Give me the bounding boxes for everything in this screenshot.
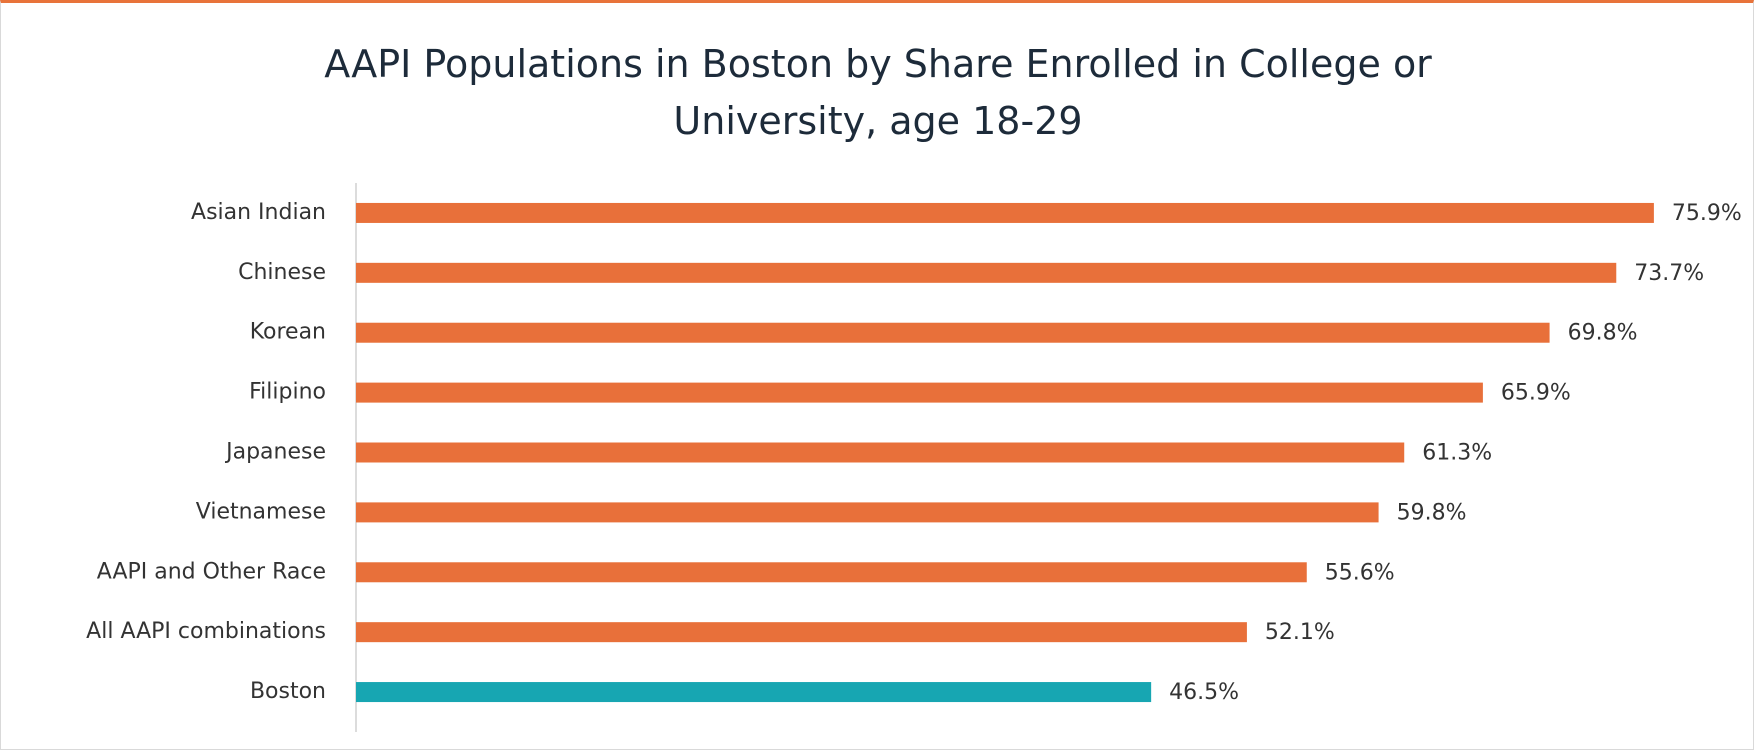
category-label: Filipino <box>249 380 326 405</box>
data-label: 61.3% <box>1422 441 1492 466</box>
bar <box>356 622 1247 643</box>
data-label: 65.9% <box>1501 381 1571 406</box>
bar <box>356 502 1379 523</box>
bar <box>356 262 1617 283</box>
data-label: 69.8% <box>1568 321 1638 346</box>
data-label: 73.7% <box>1634 261 1704 286</box>
bar <box>356 382 1483 403</box>
category-label: Boston <box>250 679 326 704</box>
category-label: AAPI and Other Race <box>97 559 326 584</box>
bar <box>356 442 1405 463</box>
category-label: Vietnamese <box>196 499 326 524</box>
category-label: Asian Indian <box>191 200 326 225</box>
data-label: 46.5% <box>1169 680 1239 705</box>
bar <box>356 202 1654 223</box>
data-label: 52.1% <box>1265 620 1335 645</box>
category-label: All AAPI combinations <box>86 619 326 644</box>
bar <box>356 562 1307 583</box>
chart-title: AAPI Populations in Boston by Share Enro… <box>324 42 1432 143</box>
data-label: 55.6% <box>1325 560 1395 585</box>
bar <box>356 322 1550 343</box>
data-label: 75.9% <box>1672 201 1742 226</box>
category-label: Japanese <box>224 440 326 465</box>
bar <box>356 682 1152 703</box>
category-label: Korean <box>250 320 326 345</box>
data-label: 59.8% <box>1397 500 1467 525</box>
category-label: Chinese <box>238 260 326 285</box>
